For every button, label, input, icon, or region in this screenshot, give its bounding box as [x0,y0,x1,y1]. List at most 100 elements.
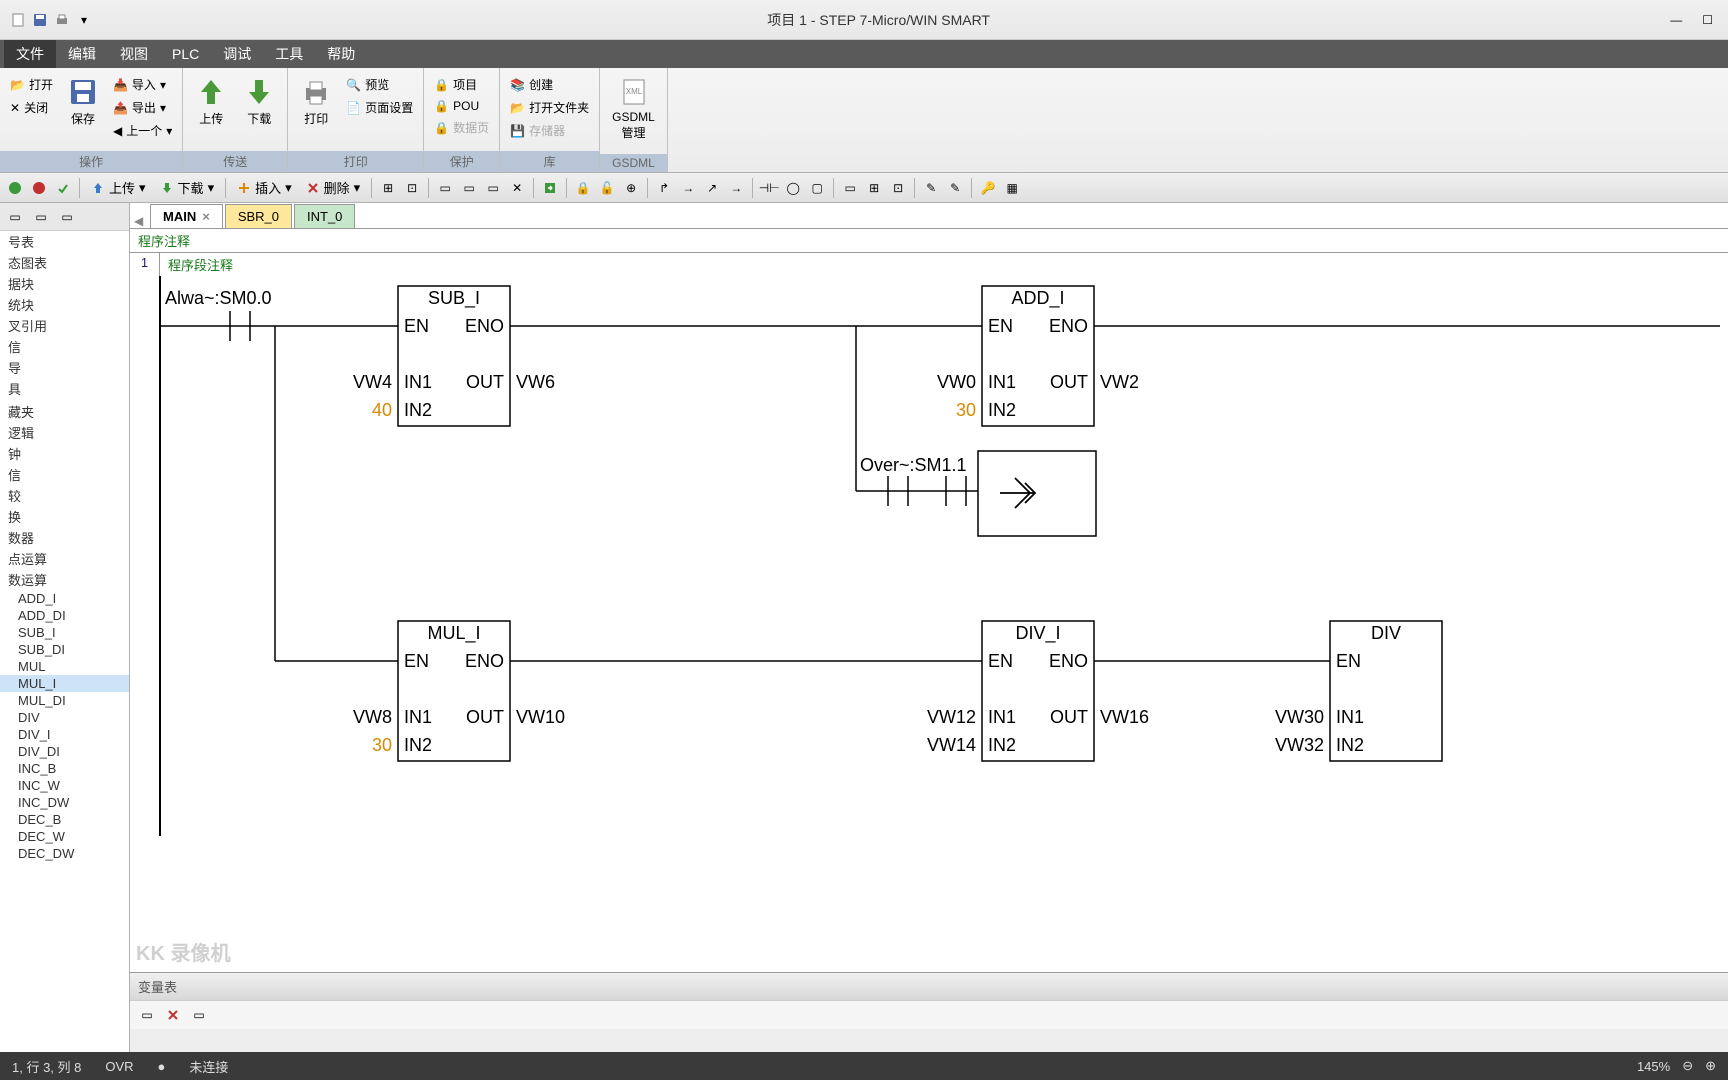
preview-button[interactable]: 🔍预览 [342,74,417,95]
lib-memory-button[interactable]: 💾存储器 [506,120,593,141]
tree-item-28[interactable]: INC_B [0,760,129,777]
tool-icon-12[interactable]: → [677,177,699,199]
tree-item-2[interactable]: 据块 [0,273,129,294]
prev-button[interactable]: ◀上一个 ▾ [109,120,176,141]
run-icon[interactable] [4,177,26,199]
tree-item-22[interactable]: MUL [0,658,129,675]
menu-file[interactable]: 文件 [4,40,56,68]
tree-item-18[interactable]: ADD_I [0,590,129,607]
tree-item-14[interactable]: 换 [0,506,129,527]
tab-sbr0[interactable]: SBR_0 [225,204,292,228]
editor-body[interactable]: 程序注释 1 程序段注释 Alwa~:SM0.0 [130,229,1728,972]
menu-view[interactable]: 视图 [108,40,160,68]
tree-item-20[interactable]: SUB_I [0,624,129,641]
tool-icon-20[interactable]: 🔑 [977,177,999,199]
tree-item-13[interactable]: 较 [0,485,129,506]
tree-item-23[interactable]: MUL_I [0,675,129,692]
import-button[interactable]: 📥导入 ▾ [109,74,176,95]
tool-icon-19[interactable]: ✎ [944,177,966,199]
tool-icon-15[interactable]: ▭ [839,177,861,199]
varpanel-btn1-icon[interactable]: ▭ [136,1004,158,1026]
varpanel-btn2-icon[interactable] [162,1004,184,1026]
varpanel-btn3-icon[interactable]: ▭ [188,1004,210,1026]
maximize-icon[interactable]: ☐ [1702,13,1713,27]
tree-item-0[interactable]: 号表 [0,231,129,252]
tool-icon-14[interactable]: → [725,177,747,199]
tree-item-5[interactable]: 信 [0,336,129,357]
toolbar-insert-button[interactable]: 插入 ▾ [231,177,298,199]
tree-item-9[interactable]: 藏夹 [0,401,129,422]
print-button[interactable]: 打印 [294,74,338,129]
toolbar-upload-button[interactable]: 上传 ▾ [85,177,152,199]
tree-item-10[interactable]: 逻辑 [0,422,129,443]
tool-icon-13[interactable]: ↗ [701,177,723,199]
tree-item-33[interactable]: DEC_DW [0,845,129,862]
contact-icon[interactable]: ⊣⊢ [758,177,780,199]
tool-icon-21[interactable]: ▦ [1001,177,1023,199]
minimize-icon[interactable]: — [1670,13,1682,27]
sidebar-view1-icon[interactable]: ▭ [4,206,26,228]
tool-icon-10[interactable]: ⊕ [620,177,642,199]
tree-item-31[interactable]: DEC_B [0,811,129,828]
coil-icon[interactable]: ◯ [782,177,804,199]
tool-icon-11[interactable]: ↱ [653,177,675,199]
save-button[interactable]: 保存 [61,74,105,129]
network-comment[interactable]: 程序段注释 [160,253,1728,276]
tree-item-25[interactable]: DIV [0,709,129,726]
qat-print-icon[interactable] [52,10,72,30]
tree-item-26[interactable]: DIV_I [0,726,129,743]
compile-icon[interactable] [52,177,74,199]
tool-icon-2[interactable]: ⊡ [401,177,423,199]
open-button[interactable]: 📂打开 [6,74,57,95]
tree-item-6[interactable]: 导 [0,357,129,378]
tree-item-24[interactable]: MUL_DI [0,692,129,709]
tab-close-icon[interactable]: × [202,209,210,224]
lib-create-button[interactable]: 📚创建 [506,74,593,95]
tool-icon-8[interactable]: 🔒 [572,177,594,199]
gsdml-button[interactable]: XML GSDML 管理 [606,74,661,143]
tool-icon-7[interactable] [539,177,561,199]
tree-item-16[interactable]: 点运算 [0,548,129,569]
zoom-out-icon[interactable]: ⊖ [1682,1058,1693,1074]
protect-pou-button[interactable]: 🔒POU [430,97,493,115]
tool-icon-16[interactable]: ⊞ [863,177,885,199]
tree-item-32[interactable]: DEC_W [0,828,129,845]
tool-icon-4[interactable]: ▭ [458,177,480,199]
tree-item-1[interactable]: 态图表 [0,252,129,273]
menu-edit[interactable]: 编辑 [56,40,108,68]
menu-debug[interactable]: 调试 [211,40,263,68]
tool-icon-1[interactable]: ⊞ [377,177,399,199]
qat-save-icon[interactable] [30,10,50,30]
menu-help[interactable]: 帮助 [315,40,367,68]
protect-project-button[interactable]: 🔒项目 [430,74,493,95]
tree-item-15[interactable]: 数器 [0,527,129,548]
toolbar-delete-button[interactable]: 删除 ▾ [300,177,367,199]
tree-item-12[interactable]: 信 [0,464,129,485]
tool-icon-18[interactable]: ✎ [920,177,942,199]
tree-item-17[interactable]: 数运算 [0,569,129,590]
tree-item-27[interactable]: DIV_DI [0,743,129,760]
qat-new-icon[interactable] [8,10,28,30]
tree-item-21[interactable]: SUB_DI [0,641,129,658]
tool-icon-17[interactable]: ⊡ [887,177,909,199]
ladder-diagram[interactable]: Alwa~:SM0.0 SUB_I EN ENO IN1 OUT IN2 VW4… [130,276,1728,876]
tree-item-4[interactable]: 叉引用 [0,315,129,336]
tree-item-29[interactable]: INC_W [0,777,129,794]
tool-icon-6[interactable]: ✕ [506,177,528,199]
tab-scroll-left-icon[interactable]: ◀ [134,214,143,228]
close-button[interactable]: ✕关闭 [6,97,57,118]
download-button[interactable]: 下载 [237,74,281,129]
tab-main[interactable]: MAIN× [150,204,223,228]
export-button[interactable]: 📤导出 ▾ [109,97,176,118]
qat-dropdown-icon[interactable]: ▾ [74,10,94,30]
toolbar-download-button[interactable]: 下载 ▾ [154,177,221,199]
tree-item-7[interactable]: 具 [0,378,129,399]
sidebar-view3-icon[interactable]: ▭ [56,206,78,228]
tool-icon-5[interactable]: ▭ [482,177,504,199]
stop-icon[interactable] [28,177,50,199]
upload-button[interactable]: 上传 [189,74,233,129]
zoom-in-icon[interactable]: ⊕ [1705,1058,1716,1074]
tree-item-3[interactable]: 统块 [0,294,129,315]
box-icon[interactable]: ▢ [806,177,828,199]
tree-item-11[interactable]: 钟 [0,443,129,464]
